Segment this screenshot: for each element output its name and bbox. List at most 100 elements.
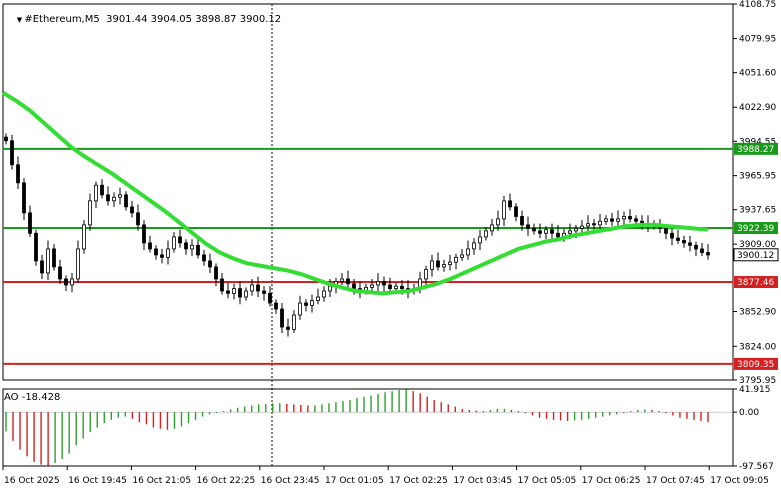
candle-body (136, 212, 140, 226)
ao-tick-label: 41.915 (739, 385, 771, 395)
candle-body (280, 308, 284, 328)
time-tick-label: 17 Oct 07:45 (646, 476, 705, 486)
candle-body (586, 223, 590, 227)
candle-body (670, 232, 674, 239)
candle-body (694, 244, 698, 250)
candle-body (34, 232, 38, 262)
candle-body (316, 296, 320, 302)
candle-body (466, 248, 470, 256)
candle-body (172, 236, 176, 250)
candle-body (454, 256, 458, 263)
candle-body (328, 285, 332, 292)
level-label: 3922.39 (737, 224, 774, 234)
candle-body (166, 248, 170, 258)
candle-body (22, 182, 26, 214)
high-value: 3904.05 (150, 14, 192, 25)
ao-indicator-label: AO -18.428 (4, 392, 61, 403)
candle-body (106, 194, 110, 202)
price-tick-label: 3795.95 (739, 376, 776, 386)
time-tick-label: 17 Oct 03:45 (453, 476, 512, 486)
candle-body (250, 284, 254, 292)
candle-body (520, 216, 524, 226)
candle-body (484, 230, 488, 238)
candle-body (682, 240, 686, 244)
candle-body (226, 290, 230, 294)
time-tick-label: 17 Oct 05:05 (518, 476, 577, 486)
candle-body (538, 230, 542, 234)
candle-body (706, 252, 710, 256)
candle-body (100, 184, 104, 196)
time-tick-label: 17 Oct 09:05 (710, 476, 769, 486)
candle-body (502, 200, 506, 220)
collapse-triangle-icon[interactable]: ▼ (16, 16, 25, 24)
candle-body (676, 237, 680, 241)
open-value: 3901.44 (106, 14, 148, 25)
candle-body (598, 220, 602, 226)
candle-body (622, 216, 626, 220)
candle-body (262, 290, 266, 294)
candle-body (424, 268, 428, 280)
candle-body (10, 140, 14, 166)
candle-body (220, 278, 224, 292)
time-tick-label: 17 Oct 02:25 (389, 476, 448, 486)
candle-body (400, 285, 404, 289)
candle-body (238, 288, 242, 298)
level-badge (734, 357, 778, 370)
candle-body (154, 248, 158, 256)
candle-body (208, 260, 212, 268)
candle-body (526, 224, 530, 229)
candle-body (88, 200, 92, 226)
candle-body (190, 244, 194, 250)
price-tick-label: 4079.95 (739, 35, 776, 45)
candle-body (16, 164, 20, 184)
price-tick-label: 4051.60 (739, 69, 776, 79)
candle-body (298, 302, 302, 316)
level-badge (734, 276, 778, 289)
candle-body (688, 242, 692, 246)
candle-body (388, 284, 392, 289)
candle-body (232, 288, 236, 294)
time-tick-label: 16 Oct 19:45 (68, 476, 127, 486)
price-tick-label: 3824.00 (739, 342, 776, 352)
time-tick-label: 16 Oct 23:45 (261, 476, 320, 486)
candle-body (70, 278, 74, 286)
candle-body (508, 200, 512, 208)
candle-body (118, 194, 122, 198)
candle-body (592, 223, 596, 226)
candle-body (130, 206, 134, 214)
price-tick-label: 3852.90 (739, 308, 776, 318)
candle-body (514, 206, 518, 217)
price-tick-label: 4108.75 (739, 0, 776, 10)
candle-body (616, 218, 620, 222)
candle-body (460, 254, 464, 258)
candle-body (184, 242, 188, 250)
candle-body (28, 212, 32, 234)
candle-body (532, 228, 536, 232)
candle-body (214, 266, 218, 280)
candle-body (436, 260, 440, 268)
candle-body (568, 230, 572, 234)
candle-body (64, 278, 68, 286)
time-tick-label: 16 Oct 21:05 (132, 476, 191, 486)
candle-body (346, 278, 350, 285)
candle-body (382, 280, 386, 286)
candle-body (610, 218, 614, 222)
candle-body (52, 248, 56, 268)
candle-body (322, 290, 326, 298)
candle-body (376, 280, 380, 286)
price-tick-label: 4022.90 (739, 103, 776, 113)
price-tick-label: 3937.65 (739, 206, 776, 216)
candle-body (202, 254, 206, 262)
candle-body (310, 300, 314, 306)
candle-body (142, 224, 146, 244)
candle-body (490, 224, 494, 232)
candle-body (664, 228, 668, 234)
ao-tick-label: 0.00 (739, 408, 759, 418)
candle-body (196, 244, 200, 256)
candle-body (370, 284, 374, 288)
candle-body (4, 136, 8, 142)
time-tick-label: 17 Oct 01:05 (325, 476, 384, 486)
price-pane-frame (2, 3, 734, 381)
